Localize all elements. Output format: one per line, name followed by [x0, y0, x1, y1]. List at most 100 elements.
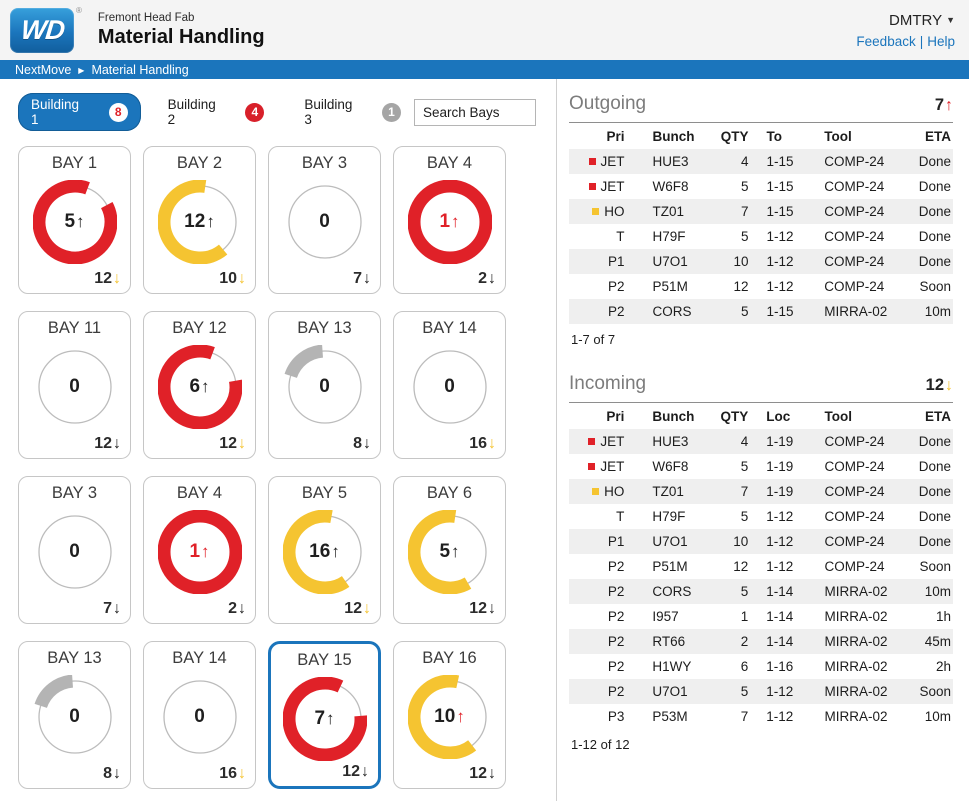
bay-card-bay-6[interactable]: BAY 6 5 ↑ 12↓ [393, 476, 506, 624]
bunch-cell: HUE3 [652, 154, 689, 169]
up-arrow-icon: ↑ [326, 709, 335, 728]
chevron-down-icon: ▼ [946, 14, 955, 25]
bay-card-bay-14[interactable]: BAY 14 0 16↓ [143, 641, 256, 789]
bay-title: BAY 11 [47, 319, 102, 337]
pri-cell: P1 [608, 254, 625, 269]
bay-title: BAY 3 [51, 484, 98, 502]
loc-cell: 1-12 [766, 709, 794, 724]
transfer-row[interactable]: P2 RT66 2 1-14 MIRRA-02 45m [569, 629, 953, 654]
transfer-row[interactable]: P2 CORS 5 1-15 MIRRA-02 10m [569, 299, 953, 324]
transfers-panel: Outgoing 7↑ Pri Bunch QTY To Tool ETA JET HUE3… [556, 79, 969, 801]
pri-cell: P3 [607, 709, 625, 724]
column-header-loc: Loc [766, 409, 791, 424]
bunch-cell: TZ01 [652, 204, 685, 219]
bay-card-bay-13[interactable]: BAY 13 0 8↓ [268, 311, 381, 459]
down-arrow-icon: ↓ [363, 270, 371, 287]
transfer-row[interactable]: P1 U7O1 10 1-12 COMP-24 Done [569, 249, 953, 274]
bay-card-bay-14[interactable]: BAY 14 0 16↓ [393, 311, 506, 459]
transfer-row[interactable]: JET HUE3 4 1-15 COMP-24 Done [569, 149, 953, 174]
eta-cell: 45m [924, 634, 951, 649]
transfer-row[interactable]: P2 H1WY 6 1-16 MIRRA-02 2h [569, 654, 953, 679]
transfer-row[interactable]: T H79F 5 1-12 COMP-24 Done [569, 224, 953, 249]
bay-count: 5 ↑ [64, 211, 85, 232]
bay-card-bay-5[interactable]: BAY 5 16 ↑ 12↓ [268, 476, 381, 624]
tool-cell: COMP-24 [824, 484, 885, 499]
tab-building-1[interactable]: Building 1 8 [18, 93, 141, 131]
bunch-cell: CORS [652, 304, 692, 319]
qty-cell: 5 [740, 179, 749, 194]
bunch-cell: H79F [652, 229, 686, 244]
bay-card-bay-4[interactable]: BAY 4 1 ↑ 2↓ [143, 476, 256, 624]
bay-queue-count: 7↓ [353, 270, 371, 287]
bay-count: 0 [69, 376, 80, 397]
transfer-row[interactable]: HO TZ01 7 1-15 COMP-24 Done [569, 199, 953, 224]
up-arrow-icon: ↑ [206, 212, 215, 231]
bay-card-bay-15[interactable]: BAY 15 7 ↑ 12↓ [268, 641, 381, 789]
bunch-cell: RT66 [652, 634, 686, 649]
qty-cell: 10 [733, 534, 749, 549]
bay-title: BAY 14 [172, 649, 227, 667]
bay-card-bay-11[interactable]: BAY 11 0 12↓ [18, 311, 131, 459]
qty-cell: 1 [740, 609, 749, 624]
bay-title: BAY 13 [297, 319, 352, 337]
breadcrumb: NextMove ▶ Material Handling [0, 60, 969, 79]
bay-card-bay-13[interactable]: BAY 13 0 8↓ [18, 641, 131, 789]
user-menu[interactable]: DMTRY ▼ [856, 12, 955, 29]
loc-cell: 1-19 [766, 434, 794, 449]
column-header-qty: QTY [720, 129, 749, 144]
down-arrow-icon: ↓ [238, 600, 246, 617]
transfer-row[interactable]: P2 I957 1 1-14 MIRRA-02 1h [569, 604, 953, 629]
eta-cell: Soon [919, 559, 951, 574]
bay-queue-count: 8↓ [353, 435, 371, 452]
section-divider [569, 122, 953, 123]
transfer-row[interactable]: P1 U7O1 10 1-12 COMP-24 Done [569, 529, 953, 554]
feedback-link[interactable]: Feedback [856, 33, 916, 49]
bay-card-bay-16[interactable]: BAY 16 10 ↑ 12↓ [393, 641, 506, 789]
bunch-cell: CORS [652, 584, 692, 599]
bunch-cell: P53M [652, 709, 688, 724]
tool-cell: COMP-24 [824, 534, 885, 549]
bay-title: BAY 14 [422, 319, 477, 337]
eta-cell: Done [918, 534, 951, 549]
bay-card-bay-2[interactable]: BAY 2 12 ↑ 10↓ [143, 146, 256, 294]
transfer-row[interactable]: P2 P51M 12 1-12 COMP-24 Soon [569, 554, 953, 579]
bay-queue-count: 16↓ [469, 435, 496, 452]
bunch-cell: P51M [652, 559, 688, 574]
bunch-cell: H79F [652, 509, 686, 524]
down-arrow-icon: ↓ [488, 600, 496, 617]
up-arrow-icon: ↑ [201, 542, 210, 561]
up-arrow-icon: ↑ [201, 377, 210, 396]
transfer-row[interactable]: JET HUE3 4 1-19 COMP-24 Done [569, 429, 953, 454]
bay-queue-count: 12↓ [469, 600, 496, 617]
link-separator: | [919, 33, 924, 49]
bay-card-bay-3[interactable]: BAY 3 0 7↓ [268, 146, 381, 294]
column-header-to: To [766, 129, 783, 144]
bay-card-bay-3[interactable]: BAY 3 0 7↓ [18, 476, 131, 624]
bay-card-bay-1[interactable]: BAY 1 5 ↑ 12↓ [18, 146, 131, 294]
tool-cell: COMP-24 [824, 154, 885, 169]
down-arrow-icon: ↓ [113, 435, 121, 452]
tab-building-2[interactable]: Building 2 4 [155, 93, 278, 131]
transfer-row[interactable]: P2 P51M 12 1-12 COMP-24 Soon [569, 274, 953, 299]
pri-cell: T [616, 229, 625, 244]
transfer-row[interactable]: JET W6F8 5 1-15 COMP-24 Done [569, 174, 953, 199]
priority-flag-icon [588, 463, 596, 470]
bay-card-bay-4[interactable]: BAY 4 1 ↑ 2↓ [393, 146, 506, 294]
column-header-pri: Pri [606, 409, 625, 424]
tab-building-3[interactable]: Building 3 1 [291, 93, 414, 131]
loc-cell: 1-14 [766, 609, 794, 624]
transfer-row[interactable]: T H79F 5 1-12 COMP-24 Done [569, 504, 953, 529]
bay-count: 0 [69, 706, 80, 727]
transfer-row[interactable]: P2 CORS 5 1-14 MIRRA-02 10m [569, 579, 953, 604]
loc-cell: 1-16 [766, 659, 794, 674]
search-input[interactable] [414, 98, 536, 126]
transfer-row[interactable]: HO TZ01 7 1-19 COMP-24 Done [569, 479, 953, 504]
bay-queue-count: 12↓ [469, 765, 496, 782]
eta-cell: Done [918, 229, 951, 244]
transfer-row[interactable]: P2 U7O1 5 1-12 MIRRA-02 Soon [569, 679, 953, 704]
help-link[interactable]: Help [927, 33, 955, 49]
transfer-row[interactable]: P3 P53M 7 1-12 MIRRA-02 10m [569, 704, 953, 729]
breadcrumb-root[interactable]: NextMove [15, 62, 72, 77]
bay-card-bay-12[interactable]: BAY 12 6 ↑ 12↓ [143, 311, 256, 459]
transfer-row[interactable]: JET W6F8 5 1-19 COMP-24 Done [569, 454, 953, 479]
